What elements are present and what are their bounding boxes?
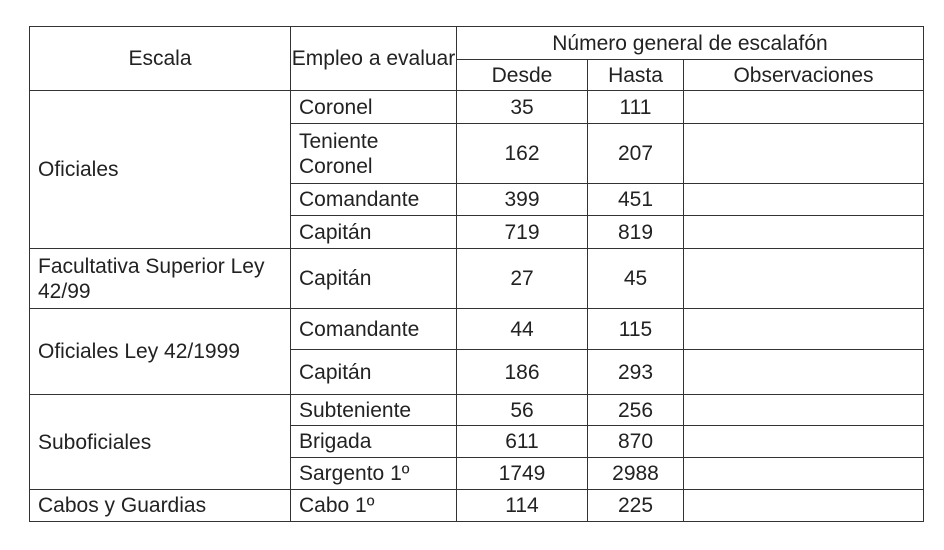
observaciones-cell bbox=[683, 489, 924, 522]
escala-cell: Cabos y Guardias bbox=[29, 489, 291, 522]
empleo-cell: Capitán bbox=[290, 248, 457, 309]
desde-cell: 35 bbox=[456, 90, 588, 124]
hasta-cell: 111 bbox=[587, 90, 684, 124]
table-row: Brigada 611 870 bbox=[30, 425, 924, 458]
table-row: Oficiales Ley 42/1999 Comandante 44 115 bbox=[29, 308, 924, 395]
observaciones-cell bbox=[683, 90, 924, 124]
hasta-cell: 256 bbox=[587, 394, 684, 426]
table-row: Teniente Coronel 162 207 bbox=[30, 123, 924, 184]
observaciones-cell bbox=[683, 349, 924, 395]
table-row: Suboficiales Subteniente 56 256 bbox=[29, 394, 924, 490]
empleo-cell: Cabo 1º bbox=[290, 489, 457, 522]
hasta-cell: 207 bbox=[587, 123, 684, 184]
observaciones-cell bbox=[683, 183, 924, 216]
observaciones-cell bbox=[683, 457, 924, 490]
empleo-cell: Subteniente bbox=[290, 394, 457, 426]
desde-cell: 162 bbox=[456, 123, 588, 184]
header-hasta: Hasta bbox=[587, 59, 684, 91]
observaciones-cell bbox=[683, 425, 924, 458]
table-row: Comandante 399 451 bbox=[30, 183, 924, 216]
desde-cell: 611 bbox=[456, 425, 588, 458]
table-row: Sargento 1º 1749 2988 bbox=[30, 457, 924, 490]
hasta-cell: 819 bbox=[587, 215, 684, 249]
desde-cell: 399 bbox=[456, 183, 588, 216]
empleo-cell: Comandante bbox=[290, 308, 457, 350]
hasta-cell: 115 bbox=[587, 308, 684, 350]
observaciones-cell bbox=[683, 215, 924, 249]
observaciones-cell bbox=[683, 248, 924, 309]
table-row: Facultativa Superior Ley 42/99 Capitán 2… bbox=[29, 248, 924, 309]
hasta-cell: 2988 bbox=[587, 457, 684, 490]
hasta-cell: 45 bbox=[587, 248, 684, 309]
escala-cell: Facultativa Superior Ley 42/99 bbox=[29, 248, 291, 309]
hasta-cell: 870 bbox=[587, 425, 684, 458]
desde-cell: 114 bbox=[456, 489, 588, 522]
observaciones-cell bbox=[683, 123, 924, 184]
hasta-cell: 225 bbox=[587, 489, 684, 522]
escalafon-table: Escala Empleo a evaluar Número general d… bbox=[29, 26, 924, 522]
observaciones-cell bbox=[683, 394, 924, 426]
hasta-cell: 293 bbox=[587, 349, 684, 395]
escala-cell: Oficiales bbox=[29, 90, 291, 249]
header-observaciones: Observaciones bbox=[683, 59, 924, 91]
desde-cell: 719 bbox=[456, 215, 588, 249]
desde-cell: 186 bbox=[456, 349, 588, 395]
hasta-cell: 451 bbox=[587, 183, 684, 216]
header-numero-general: Número general de escalafón bbox=[456, 26, 924, 60]
desde-cell: 44 bbox=[456, 308, 588, 350]
desde-cell: 27 bbox=[456, 248, 588, 309]
escala-cell: Oficiales Ley 42/1999 bbox=[29, 308, 291, 395]
empleo-cell: Capitán bbox=[290, 215, 457, 249]
empleo-cell: Sargento 1º bbox=[290, 457, 457, 490]
table-row: Oficiales Coronel 35 111 bbox=[29, 90, 924, 249]
header-desde: Desde bbox=[456, 59, 588, 91]
table-row: Capitán 719 819 bbox=[30, 215, 924, 249]
empleo-cell: Coronel bbox=[290, 90, 457, 124]
desde-cell: 56 bbox=[456, 394, 588, 426]
header-empleo: Empleo a evaluar bbox=[290, 26, 457, 91]
table-row: Cabos y Guardias Cabo 1º 114 225 bbox=[29, 489, 924, 522]
escala-cell: Suboficiales bbox=[29, 394, 291, 490]
observaciones-cell bbox=[683, 308, 924, 350]
empleo-cell: Capitán bbox=[290, 349, 457, 395]
empleo-cell: Teniente Coronel bbox=[290, 123, 457, 184]
empleo-cell: Comandante bbox=[290, 183, 457, 216]
desde-cell: 1749 bbox=[456, 457, 588, 490]
header-escala: Escala bbox=[29, 26, 291, 91]
empleo-cell: Brigada bbox=[290, 425, 457, 458]
